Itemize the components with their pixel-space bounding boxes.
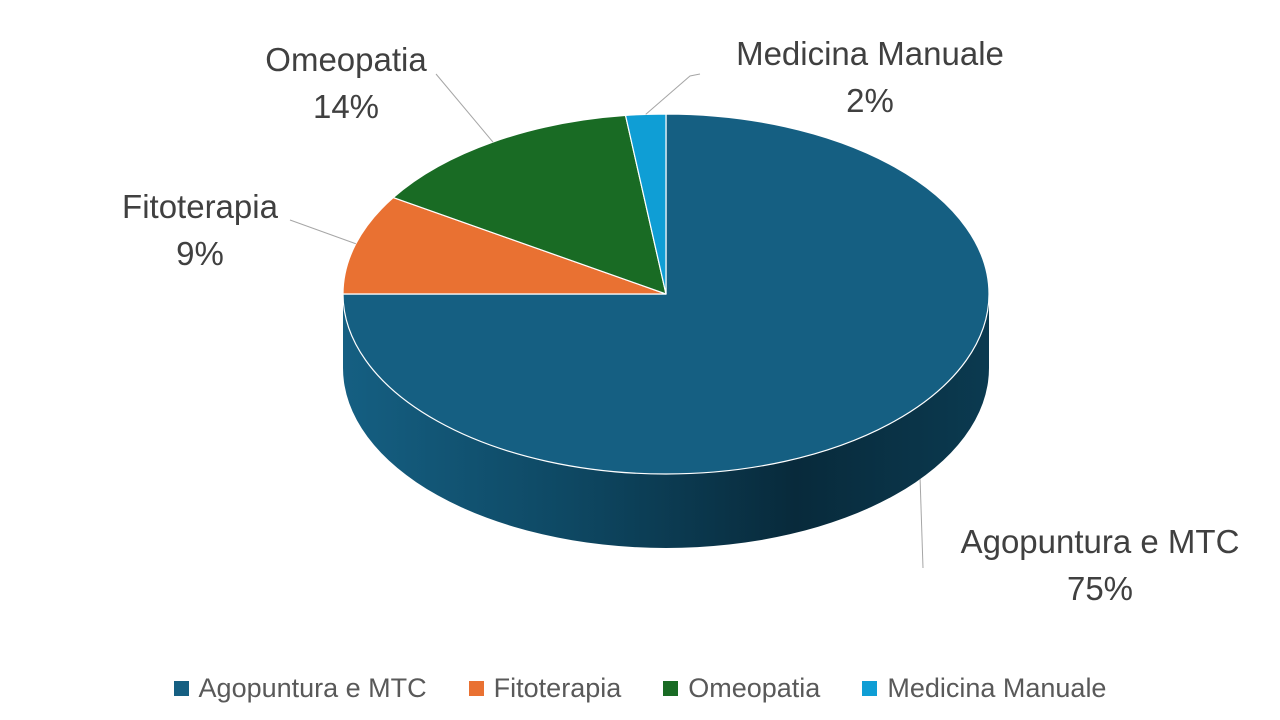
pie-slice-omeopatia (392, 114, 667, 295)
data-label-percent: 75% (1066, 570, 1134, 607)
data-label-percent: 14% (312, 88, 380, 125)
data-label-category: Fitoterapia (122, 188, 278, 225)
data-label-omeopatia: Omeopatia 14% (236, 36, 456, 130)
data-label-category: Medicina Manuale (736, 35, 1004, 72)
data-label-percent: 9% (176, 235, 224, 272)
chart-legend: Agopuntura e MTC Fitoterapia Omeopatia M… (0, 664, 1280, 712)
leader-line-fitoterapia (289, 219, 356, 245)
legend-swatch (173, 680, 189, 696)
legend-item-medicina-manuale: Medicina Manuale (862, 673, 1106, 704)
data-label-category: Agopuntura e MTC (960, 523, 1240, 560)
pie-side-agopuntura (343, 294, 989, 548)
data-label-agopuntura: Agopuntura e MTC 75% (950, 518, 1250, 612)
data-label-category: Omeopatia (265, 41, 427, 78)
legend-swatch (862, 680, 878, 696)
legend-label: Fitoterapia (493, 672, 622, 703)
legend-label: Omeopatia (688, 672, 821, 703)
legend-label: Agopuntura e MTC (198, 672, 427, 703)
legend-item-fitoterapia: Fitoterapia (468, 672, 622, 704)
legend-swatch (468, 680, 484, 696)
legend-label: Medicina Manuale (887, 672, 1107, 703)
data-label-fitoterapia: Fitoterapia 9% (100, 183, 300, 277)
leader-line-medicina-manuale (645, 73, 701, 115)
pie-slice-medicina-manuale (624, 113, 667, 295)
leader-line-agopuntura (919, 479, 924, 569)
data-label-percent: 2% (846, 82, 894, 119)
legend-item-agopuntura: Agopuntura e MTC (173, 672, 427, 704)
data-label-medicina-manuale: Medicina Manuale 2% (700, 30, 1040, 124)
leader-line-omeopatia (435, 73, 494, 143)
legend-item-omeopatia: Omeopatia (663, 673, 820, 704)
legend-swatch (663, 680, 679, 696)
pie-slice-fitoterapia (342, 196, 667, 295)
